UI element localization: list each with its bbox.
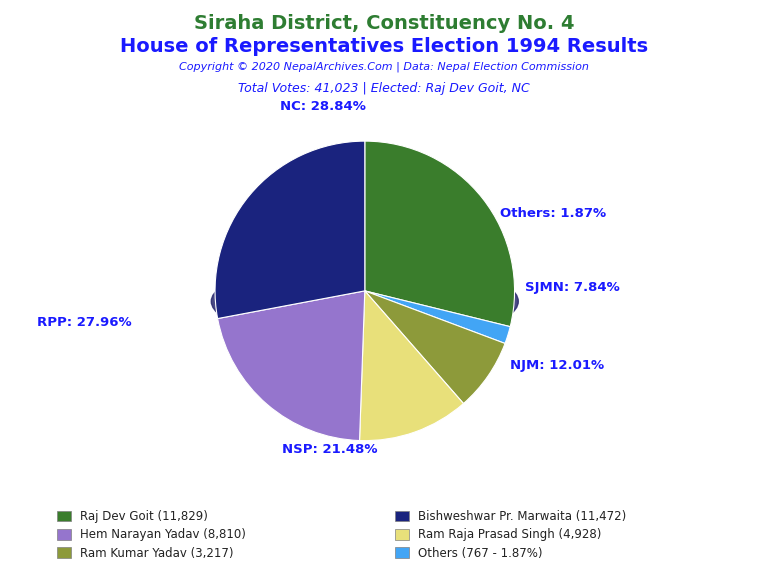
Legend: Raj Dev Goit (11,829), Hem Narayan Yadav (8,810), Ram Kumar Yadav (3,217): Raj Dev Goit (11,829), Hem Narayan Yadav…: [52, 505, 251, 564]
Text: NSP: 21.48%: NSP: 21.48%: [283, 443, 378, 456]
Wedge shape: [365, 291, 510, 343]
Wedge shape: [215, 141, 365, 319]
Text: NC: 28.84%: NC: 28.84%: [280, 100, 366, 113]
Wedge shape: [365, 291, 505, 404]
Text: SJMN: 7.84%: SJMN: 7.84%: [525, 282, 620, 294]
Text: Copyright © 2020 NepalArchives.Com | Data: Nepal Election Commission: Copyright © 2020 NepalArchives.Com | Dat…: [179, 62, 589, 72]
Text: Others: 1.87%: Others: 1.87%: [500, 207, 606, 219]
Ellipse shape: [211, 260, 518, 343]
Wedge shape: [365, 141, 515, 327]
Legend: Bishweshwar Pr. Marwaita (11,472), Ram Raja Prasad Singh (4,928), Others (767 - : Bishweshwar Pr. Marwaita (11,472), Ram R…: [390, 505, 631, 564]
Text: House of Representatives Election 1994 Results: House of Representatives Election 1994 R…: [120, 37, 648, 56]
Text: Siraha District, Constituency No. 4: Siraha District, Constituency No. 4: [194, 14, 574, 33]
Text: Total Votes: 41,023 | Elected: Raj Dev Goit, NC: Total Votes: 41,023 | Elected: Raj Dev G…: [238, 82, 530, 95]
Wedge shape: [217, 291, 365, 441]
Text: RPP: 27.96%: RPP: 27.96%: [37, 316, 132, 329]
Text: NJM: 12.01%: NJM: 12.01%: [510, 359, 604, 372]
Wedge shape: [359, 291, 463, 441]
